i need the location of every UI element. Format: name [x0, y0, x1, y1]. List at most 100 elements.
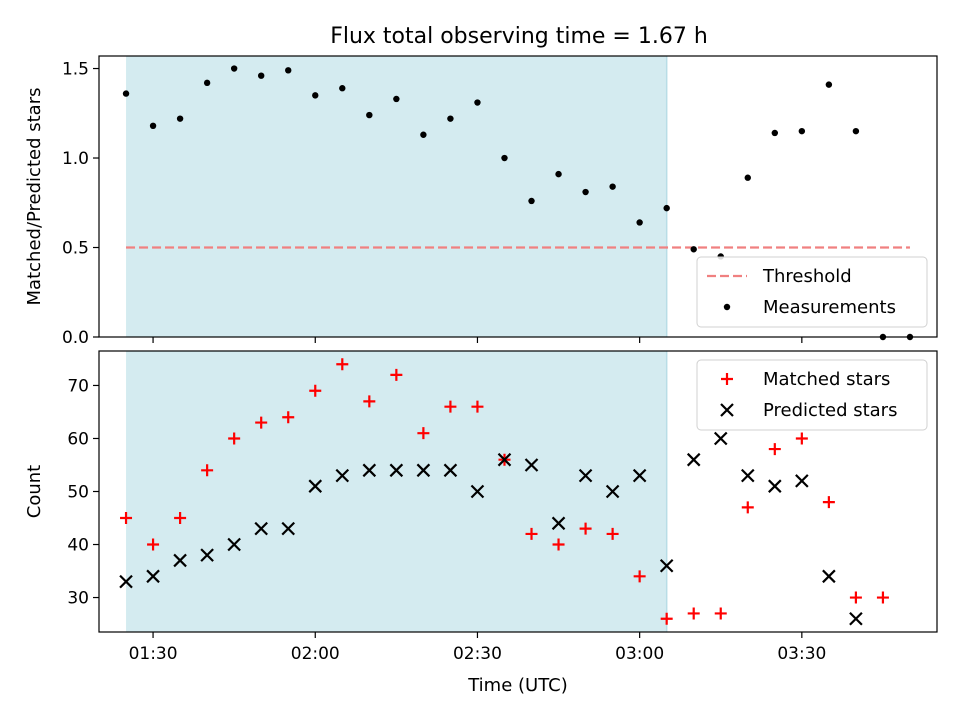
- data-point-plus: [336, 358, 349, 371]
- y-tick-label: 50: [67, 483, 89, 503]
- data-point-plus: [255, 416, 268, 429]
- legend-box: [696, 256, 928, 328]
- data-point-plus: [579, 522, 592, 535]
- top-panel-frame: [98, 55, 938, 338]
- data-point-plus: [525, 527, 538, 540]
- x-tick-label: 01:30: [129, 644, 178, 664]
- data-point-dot: [690, 246, 697, 253]
- y-tick-label: 60: [67, 429, 89, 449]
- data-point-plus: [120, 512, 133, 525]
- data-point-dot: [852, 127, 860, 135]
- data-point-x: [119, 574, 133, 589]
- data-point-dot: [825, 81, 833, 88]
- data-point-plus: [552, 538, 565, 551]
- data-point-dot: [393, 95, 400, 103]
- data-point-dot: [609, 183, 616, 190]
- data-point-x: [551, 516, 566, 531]
- data-point-plus: [282, 411, 295, 424]
- y-tick-label: 30: [67, 589, 89, 609]
- data-point-plus: [417, 427, 430, 440]
- data-point-plus: [687, 607, 700, 620]
- y-tick-label: 70: [67, 376, 89, 396]
- chart-title: Flux total observing time = 1.67 h: [330, 24, 708, 49]
- data-point-dot: [203, 79, 211, 87]
- legend-swatch-plus: [721, 373, 733, 385]
- top-y-ticks: 0.0 0.5 1.0 1.5: [62, 60, 99, 348]
- data-point-dot: [771, 129, 779, 137]
- data-point-x: [497, 452, 512, 467]
- data-point-x: [416, 463, 431, 478]
- data-point-x: [389, 463, 404, 478]
- y-tick-label: 0.0: [62, 328, 89, 348]
- x-tick-label: 03:30: [777, 644, 826, 664]
- data-point-x: [308, 479, 323, 493]
- data-point-plus: [228, 432, 241, 445]
- data-point-plus: [849, 591, 862, 604]
- data-point-dot: [285, 67, 292, 74]
- data-point-x: [173, 553, 187, 568]
- data-point-dot: [339, 85, 346, 92]
- data-point-x: [524, 458, 539, 472]
- data-point-dot: [798, 127, 806, 135]
- data-point-plus: [606, 527, 619, 540]
- data-point-dot: [149, 122, 157, 130]
- data-point-dot: [582, 188, 589, 196]
- data-point-x: [254, 521, 268, 536]
- top-panel: 0.0 0.5 1.0 1.5 Matched/Predicted stars Thr…: [24, 55, 938, 348]
- data-point-x: [470, 484, 485, 499]
- legend-label: Matched stars: [763, 369, 890, 390]
- data-point-x: [713, 431, 728, 446]
- legend-label: Threshold: [762, 266, 852, 287]
- data-point-dot: [663, 204, 670, 212]
- x-tick-label: 02:00: [291, 644, 340, 664]
- data-point-plus: [363, 395, 376, 408]
- data-point-x: [822, 569, 836, 584]
- data-point-plus: [390, 368, 403, 381]
- y-tick-label: 40: [67, 536, 89, 556]
- data-point-x: [632, 468, 647, 483]
- data-point-dot: [528, 197, 535, 205]
- data-point-plus: [822, 496, 835, 509]
- data-point-dot: [312, 92, 319, 99]
- bottom-legend: Matched stars Predicted stars: [696, 359, 928, 431]
- bottom-panel: 30 40 50 60 70 01:30 02:00 02:30 03:00 03:30 Cou…: [24, 350, 938, 696]
- observing-window-shade: [126, 56, 667, 337]
- bottom-y-ticks: 30 40 50 60 70: [67, 376, 99, 609]
- legend-label: Measurements: [763, 297, 896, 318]
- x-tick-label: 03:00: [615, 644, 664, 664]
- data-point-dot: [257, 72, 265, 79]
- top-x-ticks: [152, 337, 803, 343]
- data-point-dot: [636, 219, 643, 226]
- data-point-plus: [660, 612, 673, 625]
- bottom-y-axis-label: Count: [24, 465, 45, 518]
- y-tick-label: 1.0: [62, 149, 89, 169]
- legend-label: Predicted stars: [763, 400, 897, 421]
- top-panel-marks: [122, 56, 914, 341]
- data-point-dot: [555, 170, 562, 178]
- data-point-plus: [147, 538, 160, 551]
- data-point-x: [795, 474, 809, 488]
- data-point-x: [849, 611, 863, 626]
- data-point-x: [227, 537, 241, 552]
- bottom-panel-marks: [119, 351, 889, 632]
- data-point-plus: [714, 607, 727, 620]
- bottom-panel-frame: [98, 350, 938, 633]
- data-point-x: [578, 468, 593, 483]
- data-point-dot: [447, 115, 454, 122]
- data-point-dot: [122, 90, 130, 97]
- data-point-plus: [741, 501, 754, 514]
- legend-box: [696, 359, 928, 431]
- data-point-plus: [471, 400, 484, 413]
- data-point-x: [443, 463, 458, 478]
- data-point-x: [146, 569, 160, 584]
- data-point-dot: [744, 174, 751, 181]
- data-point-x: [659, 558, 674, 573]
- data-point-x: [605, 484, 620, 499]
- data-point-dot: [474, 99, 481, 106]
- data-point-x: [335, 468, 350, 483]
- legend-swatch-dot: [723, 303, 731, 311]
- data-point-dot: [366, 111, 373, 119]
- data-point-x: [281, 521, 296, 536]
- data-point-x: [686, 452, 701, 467]
